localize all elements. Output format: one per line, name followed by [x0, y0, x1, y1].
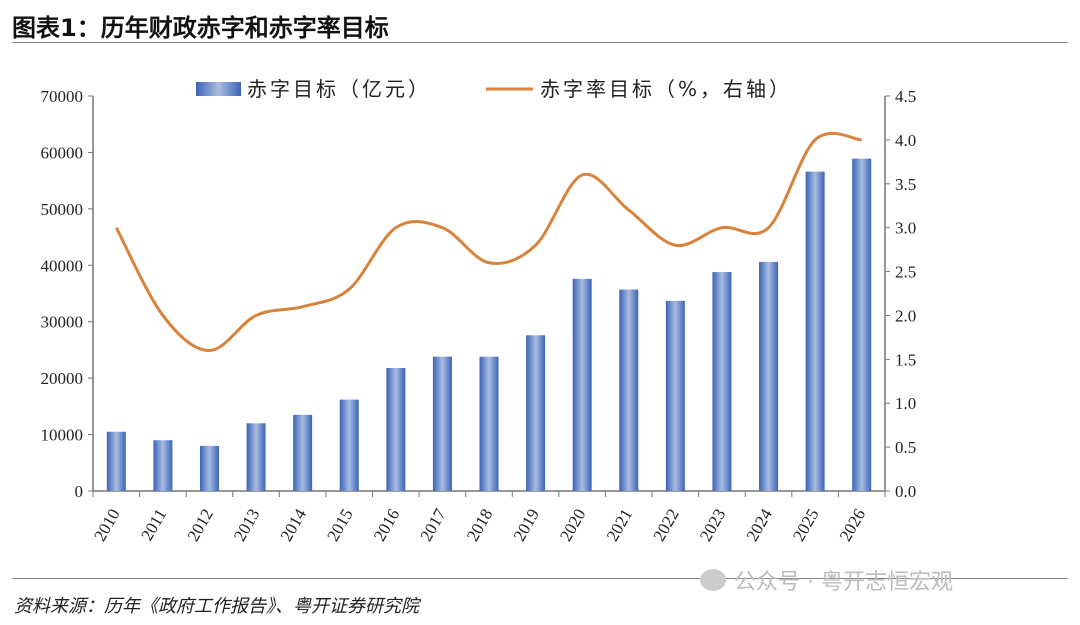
right-tick-label: 1.5	[895, 350, 916, 369]
right-tick-label: 4.5	[895, 87, 916, 106]
x-tick-label: 2022	[649, 506, 682, 545]
x-tick-label: 2019	[510, 506, 543, 545]
x-tick-label: 2014	[277, 505, 311, 544]
bar-2018	[479, 356, 499, 491]
left-tick-label: 70000	[41, 87, 84, 106]
x-tick-label: 2011	[137, 506, 170, 544]
bar-2019	[526, 335, 546, 491]
bar-2026	[852, 158, 872, 491]
bar-2022	[665, 300, 685, 491]
x-tick-label: 2015	[323, 506, 356, 545]
right-tick-label: 2.5	[895, 263, 916, 282]
bar-2021	[619, 289, 639, 491]
right-tick-label: 4.0	[895, 131, 916, 150]
footer-divider	[12, 578, 1068, 579]
bar-2015	[339, 399, 359, 491]
x-tick-label: 2012	[183, 506, 216, 545]
right-tick-label: 3.0	[895, 219, 916, 238]
x-tick-label: 2026	[836, 506, 869, 545]
chart: 赤字目标（亿元） 赤字率目标（%，右轴） 0 10000 20000 30000 400…	[41, 77, 917, 545]
bar-2010	[106, 431, 126, 491]
legend-line-label: 赤字率目标（%，右轴）	[540, 77, 792, 101]
x-tick-label: 2018	[463, 506, 496, 545]
right-tick-label: 1.0	[895, 394, 916, 413]
left-tick-label: 10000	[41, 426, 84, 445]
source-note: 资料来源：历年《政府工作报告》、粤开证券研究院	[14, 596, 419, 617]
left-tick-label: 40000	[41, 256, 84, 275]
bar-2011	[153, 440, 173, 491]
bar-2024	[759, 261, 779, 491]
bar-2020	[572, 278, 592, 491]
x-tick-label: 2017	[416, 505, 450, 544]
x-tick-label: 2023	[696, 506, 729, 545]
x-tick-label: 2020	[556, 506, 589, 545]
right-tick-label: 0.0	[895, 482, 916, 501]
x-tick-label: 2025	[789, 506, 822, 545]
x-tick-label: 2021	[603, 506, 636, 545]
x-tick-label: 2013	[230, 506, 263, 545]
bar-2014	[293, 414, 313, 491]
bar-2023	[712, 272, 732, 491]
wechat-icon	[700, 569, 726, 591]
legend-bar-label: 赤字目标（亿元）	[247, 77, 431, 101]
x-tick-label: 2016	[370, 506, 403, 545]
right-tick-label: 3.5	[895, 175, 916, 194]
right-tick-label: 0.5	[895, 438, 916, 457]
bar-2012	[199, 445, 219, 491]
bar-2016	[386, 367, 406, 491]
legend: 赤字目标（亿元） 赤字率目标（%，右轴）	[196, 77, 792, 101]
left-tick-label: 50000	[41, 200, 84, 219]
title-divider	[12, 42, 1068, 43]
left-tick-label: 0	[75, 482, 84, 501]
x-tick-label: 2024	[743, 505, 777, 544]
left-tick-label: 30000	[41, 313, 84, 332]
x-tick-label: 2010	[90, 506, 123, 545]
deficit-rate-line	[114, 131, 862, 353]
bar-2017	[432, 356, 452, 491]
bar-2025	[805, 171, 825, 491]
chart-title: 图表1：历年财政赤字和赤字率目标	[12, 14, 389, 42]
left-tick-label: 20000	[41, 369, 84, 388]
watermark-text: 公众号 · 粤开志恒宏观	[734, 570, 953, 595]
legend-bar-swatch	[196, 82, 241, 96]
right-tick-label: 2.0	[895, 306, 916, 325]
left-tick-label: 60000	[41, 143, 84, 162]
watermark: 公众号 · 粤开志恒宏观	[700, 564, 953, 596]
bar-2013	[246, 423, 266, 491]
